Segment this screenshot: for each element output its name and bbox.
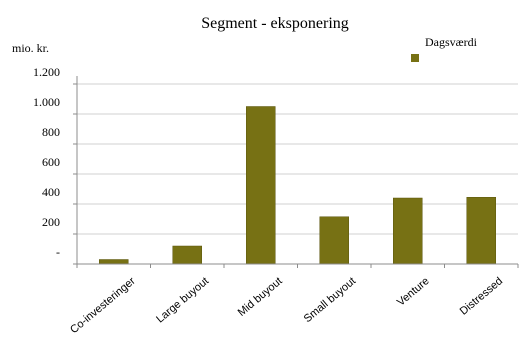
- x-tick-label: Venture: [395, 275, 432, 309]
- legend-swatch: [411, 54, 419, 62]
- y-tick-label: 200: [42, 215, 60, 229]
- chart-title: Segment - eksponering: [201, 15, 349, 32]
- legend: Dagsværdi: [411, 35, 478, 62]
- bar: [172, 245, 202, 265]
- y-tick-label: -: [56, 245, 60, 259]
- x-tick-labels: Co-investeringer Large buyout Mid buyout Sm…: [68, 275, 505, 336]
- gridlines: [77, 83, 518, 235]
- axes: [73, 76, 519, 268]
- bar: [246, 106, 276, 265]
- y-tick-label: 400: [42, 185, 60, 199]
- y-tick-label: 1.000: [33, 95, 60, 109]
- y-tick-label: 800: [42, 125, 60, 139]
- legend-label: Dagsværdi: [425, 35, 478, 49]
- y-tick-labels: - 200 400 600 800 1.000 1.200: [33, 65, 60, 259]
- y-axis-label: mio. kr.: [12, 41, 49, 55]
- x-tick-label: Small buyout: [302, 275, 358, 325]
- y-tick-label: 600: [42, 155, 60, 169]
- bar: [466, 197, 496, 265]
- bars: [99, 106, 496, 265]
- bar: [319, 216, 349, 265]
- x-tick-label: Large buyout: [154, 275, 211, 325]
- x-tick-label: Co-investeringer: [68, 275, 138, 336]
- y-tick-label: 1.200: [33, 65, 60, 79]
- bar: [99, 259, 129, 265]
- x-tick-label: Distressed: [458, 275, 506, 318]
- bar: [393, 197, 423, 265]
- x-tick-label: Mid buyout: [236, 275, 285, 319]
